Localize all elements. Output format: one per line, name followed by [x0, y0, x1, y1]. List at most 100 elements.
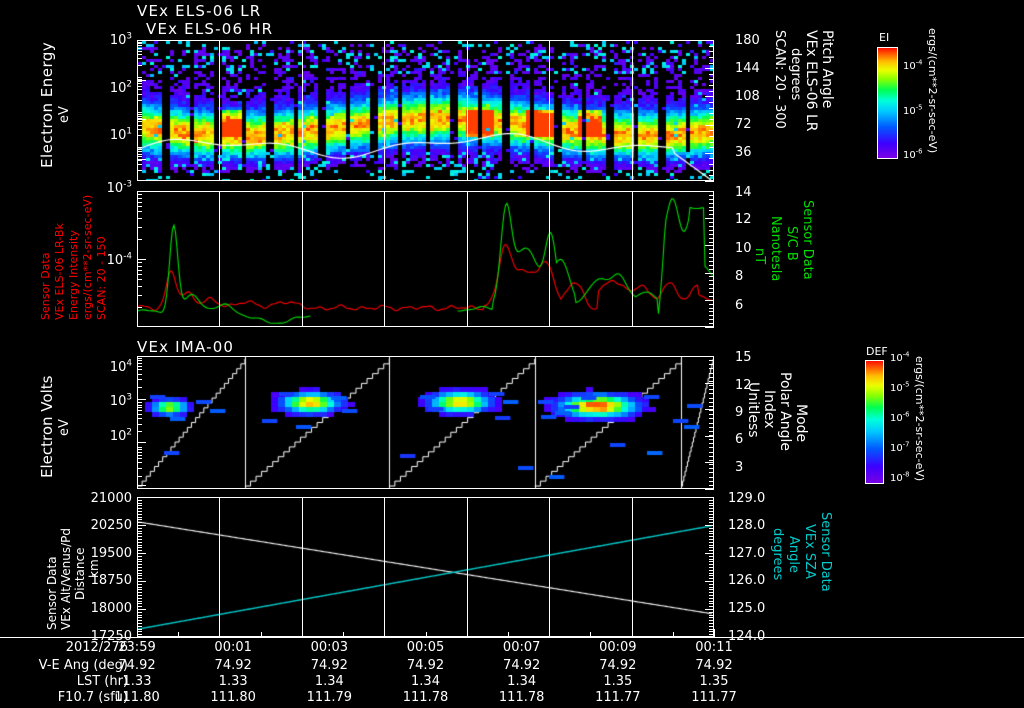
- axis-minor-tick: [137, 151, 142, 152]
- axis-minor-tick: [709, 452, 714, 453]
- panel2-right-ytick-12: 12: [735, 212, 752, 227]
- bottom-axis-line: [0, 637, 1024, 638]
- axis-minor-tick: [137, 629, 142, 630]
- axis-minor-tick: [709, 119, 714, 120]
- axis-minor-tick: [137, 564, 142, 565]
- axis-minor-tick: [137, 194, 142, 195]
- axis-minor-tick: [137, 100, 142, 101]
- axis-minor-tick: [709, 249, 714, 250]
- axis-minor-tick: [137, 48, 142, 49]
- axis-minor-tick: [137, 570, 142, 571]
- bottom-cell-r2-c4: 1.34: [507, 674, 537, 689]
- axis-minor-tick: [709, 589, 714, 590]
- bottom-cell-r1-c1: 74.92: [214, 658, 252, 673]
- axis-minor-tick: [709, 615, 714, 616]
- panel4-line-canvas: [138, 498, 713, 636]
- axis-minor-tick: [709, 238, 714, 239]
- axis-minor-tick: [137, 620, 142, 621]
- panel2-gridline: [549, 192, 550, 326]
- axis-minor-tick: [709, 191, 714, 192]
- axis-minor-tick: [709, 393, 714, 394]
- panel2-gridline: [302, 192, 303, 326]
- panel1-left-major-tick: [137, 119, 146, 120]
- panel2-gridline: [467, 192, 468, 326]
- bottom-cell-r2-c1: 1.33: [218, 674, 248, 689]
- axis-minor-tick: [137, 79, 142, 80]
- panel3-colorbar-tick-5: 10-8: [890, 470, 910, 484]
- axis-minor-tick: [709, 612, 714, 613]
- panel2-gridline: [384, 192, 385, 326]
- axis-minor-tick: [709, 175, 714, 176]
- axis-minor-tick: [137, 547, 142, 548]
- panel1-title-lr: VEx ELS-06 LR: [137, 2, 262, 20]
- panel1-right-label-scan: SCAN: 20 - 300: [772, 30, 787, 129]
- panel4-ytick-17250: 17250: [90, 629, 132, 644]
- axis-minor-tick: [137, 307, 142, 308]
- panel4-right-label-degrees: degrees: [770, 528, 785, 581]
- axis-minor-tick: [709, 609, 714, 610]
- bottom-cell-r2-c3: 1.34: [411, 674, 440, 689]
- axis-minor-tick: [709, 406, 714, 407]
- panel1-right-ytick-180: 180: [735, 33, 760, 48]
- panel3-ylabel-electron-volts: Electron Volts: [38, 375, 56, 478]
- axis-minor-tick: [137, 626, 142, 627]
- axis-minor-tick: [137, 533, 142, 534]
- panel4-right-ytick-126: 126.0: [728, 573, 766, 588]
- axis-minor-tick: [709, 57, 714, 58]
- panel4-ytick-18750: 18750: [90, 573, 132, 588]
- axis-minor-tick: [137, 405, 142, 406]
- axis-minor-tick: [709, 195, 714, 196]
- panel4-right-ytick-127: 127.0: [728, 546, 766, 561]
- bottom-axis-tick: [178, 632, 179, 637]
- axis-minor-tick: [137, 118, 142, 119]
- bottom-cell-r2-c5: 1.35: [603, 674, 633, 689]
- axis-minor-tick: [137, 587, 142, 588]
- panel2-gridline: [219, 192, 220, 326]
- axis-minor-tick: [137, 94, 142, 95]
- axis-minor-tick: [709, 242, 714, 243]
- axis-minor-tick: [137, 615, 142, 616]
- axis-minor-tick: [709, 410, 714, 411]
- axis-minor-tick: [709, 125, 714, 126]
- axis-minor-tick: [137, 581, 142, 582]
- axis-minor-tick: [709, 508, 714, 509]
- panel4-right-ytick-124: 124.0: [728, 629, 766, 644]
- bottom-axis-tick: [714, 629, 715, 637]
- axis-minor-tick: [137, 418, 142, 419]
- axis-minor-tick: [137, 86, 142, 87]
- panel4-right-label-angle: Angle: [786, 536, 801, 573]
- axis-minor-tick: [709, 603, 714, 604]
- bottom-cell-r1-c5: 74.92: [599, 658, 637, 673]
- panel1-ytick-1000: 103: [109, 31, 132, 48]
- axis-minor-tick: [709, 91, 714, 92]
- axis-minor-tick: [137, 164, 142, 165]
- panel1-colorbar-tick-3: 10-6: [903, 147, 923, 161]
- axis-minor-tick: [137, 43, 142, 44]
- axis-minor-tick: [709, 373, 714, 374]
- panel3-right-label-index: Index: [761, 390, 777, 429]
- panel2-line-canvas: [138, 192, 713, 326]
- axis-minor-tick: [137, 54, 142, 55]
- axis-minor-tick: [137, 147, 142, 148]
- bottom-cell-r3-c2: 111.79: [306, 690, 353, 705]
- axis-minor-tick: [709, 327, 714, 328]
- axis-minor-tick: [709, 142, 714, 143]
- bottom-cell-r1-c4: 74.92: [503, 658, 541, 673]
- axis-minor-tick: [709, 170, 714, 171]
- panel2-right-label-nanotesla: Nanotesla: [768, 216, 783, 282]
- axis-minor-tick: [709, 531, 714, 532]
- axis-minor-tick: [709, 634, 714, 635]
- panel2-left-major-tick: [137, 259, 146, 260]
- axis-minor-tick: [137, 51, 142, 52]
- axis-minor-tick: [709, 427, 714, 428]
- axis-minor-tick: [709, 547, 714, 548]
- panel4-ytick-20250: 20250: [90, 518, 132, 533]
- panel4-gridline: [384, 498, 385, 636]
- axis-minor-tick: [709, 102, 714, 103]
- panel3-ytick-1e4: 104: [109, 358, 132, 375]
- axis-minor-tick: [137, 447, 142, 448]
- axis-minor-tick: [709, 207, 714, 208]
- axis-minor-tick: [709, 398, 714, 399]
- axis-minor-tick: [137, 379, 142, 380]
